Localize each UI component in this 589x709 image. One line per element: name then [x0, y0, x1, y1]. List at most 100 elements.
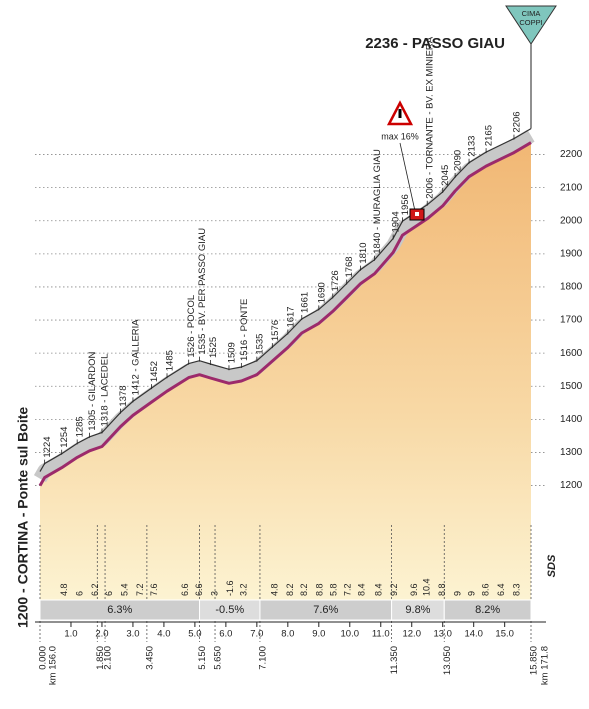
- segment-gradient: 5.8: [329, 583, 339, 596]
- point-label: 1904: [391, 211, 402, 232]
- profile-line: [38, 141, 532, 487]
- segment-gradient: 3: [209, 591, 219, 596]
- segment-gradient: 8.8: [315, 583, 325, 596]
- chart-layer: 1200 1300 1400 1500 1600 1700 1800 1900 2000 2100…: [33, 36, 583, 685]
- segment-gradient: 8.8: [437, 583, 447, 596]
- logo: SDS: [546, 554, 558, 577]
- x-tick-label: 8.0: [281, 629, 294, 640]
- y-tick-label: 1300: [560, 447, 583, 458]
- segment-gradient: 7.2: [343, 583, 353, 596]
- x-tick-label: 12.0: [402, 629, 421, 640]
- point-label: 1412 - GALLERIA: [130, 319, 141, 396]
- section-band: [443, 599, 532, 621]
- section-gradient: 9.8%: [405, 604, 430, 616]
- point-label: 1810: [358, 243, 369, 264]
- y-tick-label: 1800: [560, 282, 583, 293]
- x-tick-label: 1.0: [64, 629, 77, 640]
- start-km-label: km 156.0: [48, 646, 59, 685]
- x-tick-label: 9.0: [312, 629, 325, 640]
- end-km-label: km 171.8: [540, 646, 551, 685]
- chart-title: 2236 - PASSO GIAU: [365, 35, 505, 52]
- segment-gradient: 8.4: [373, 583, 383, 596]
- x-tick-label: 4.0: [157, 629, 170, 640]
- segment-gradient: 8.3: [511, 583, 521, 596]
- point-label: 1726: [330, 270, 341, 291]
- section-gradient: 8.2%: [475, 604, 500, 616]
- point-label: 1318 - LACEDEL: [99, 354, 110, 427]
- point-label: 1526 - POCOL: [186, 295, 197, 358]
- x-tick-label: 11.0: [372, 629, 390, 640]
- segment-gradient: 6: [104, 591, 114, 596]
- segment-gradient: 10.4: [422, 578, 432, 596]
- y-tick-label: 2100: [560, 182, 583, 193]
- segment-gradient: 8.6: [480, 583, 490, 596]
- point-label: 1378: [118, 385, 129, 406]
- x-tick-label: 2.0: [95, 629, 108, 640]
- y-tick-label: 1400: [560, 414, 583, 425]
- y-tick-label: 2200: [560, 149, 583, 160]
- segment-gradient: 6: [75, 591, 85, 596]
- point-label: 1956: [400, 194, 411, 215]
- badge-line: COPPI: [519, 18, 542, 27]
- segment-gradient: 9.6: [409, 583, 419, 596]
- segment-gradient: 5.4: [119, 583, 129, 596]
- point-label: 1690: [316, 282, 327, 303]
- point-label: 1617: [285, 306, 296, 327]
- point-label: 2165: [484, 125, 495, 146]
- warning-mark: [398, 109, 402, 118]
- segment-gradient: 9: [452, 591, 462, 596]
- km-mark-label: 11.350: [389, 646, 400, 674]
- point-label: 1525: [208, 337, 219, 358]
- x-tick-label: 13.0: [433, 629, 452, 640]
- segment-gradient: 4.8: [59, 583, 69, 596]
- y-tick-label: 1700: [560, 315, 583, 326]
- section-gradient: 6.3%: [107, 604, 132, 616]
- point-label: 2090: [453, 150, 464, 171]
- x-tick-label: 6.0: [219, 629, 232, 640]
- segment-gradient: 9.2: [389, 583, 399, 596]
- point-label: 1576: [270, 320, 281, 341]
- y-tick-label: 1900: [560, 248, 583, 259]
- x-tick-label: 10.0: [341, 629, 360, 640]
- x-tick-label: 14.0: [464, 629, 483, 640]
- point-label: 1254: [59, 427, 70, 448]
- start-label: 1200 - CORTINA - Ponte sul Boite: [15, 407, 31, 628]
- profile-band: [33, 129, 535, 483]
- max-gradient-marker-inner: [415, 212, 419, 216]
- point-label: 1485: [165, 350, 176, 371]
- km-mark-label: 5.150: [197, 646, 208, 670]
- x-tick-label: 3.0: [126, 629, 139, 640]
- point-label: 1840 - MURAGLIA GIAU: [372, 149, 383, 254]
- point-label: 1305 - GILARDON: [87, 351, 98, 430]
- point-label: 2045: [440, 165, 451, 186]
- segment-gradient: 8.4: [356, 583, 366, 596]
- y-tick-label: 1600: [560, 348, 583, 359]
- point-label: 1516 - PONTE: [239, 299, 250, 361]
- point-label: 2006 - TORNANTE - BV. EX MINIERA: [425, 36, 436, 199]
- point-label: 1285: [75, 416, 86, 437]
- km-mark-label: 13.050: [442, 646, 453, 675]
- segment-gradient: 8.2: [285, 583, 295, 596]
- segment-gradient: 6.6: [194, 583, 204, 596]
- point-label: 1509: [226, 342, 237, 363]
- section-gradient: -0.5%: [215, 604, 244, 616]
- y-tick-label: 2000: [560, 215, 583, 226]
- km-mark-label: 2.100: [103, 646, 114, 670]
- km-mark-label: 1.850: [95, 646, 106, 670]
- point-label: 1535: [254, 334, 265, 355]
- segment-gradient: 7.2: [135, 583, 145, 596]
- segment-gradient: -1.6: [225, 580, 235, 596]
- segment-gradient: 6.4: [496, 583, 506, 596]
- km-mark-label: 15.850: [529, 646, 540, 675]
- x-tick-label: 7.0: [250, 629, 263, 640]
- badge-line: CIMA: [522, 9, 541, 18]
- segment-gradient: 4.8: [270, 583, 280, 596]
- segment-gradient: 8.2: [299, 583, 309, 596]
- profile-area: [40, 142, 531, 600]
- point-label: 2133: [467, 136, 478, 157]
- point-label: 1535 - BV. PER PASSO GIAU: [197, 228, 208, 355]
- section-gradient: 7.6%: [313, 604, 338, 616]
- x-tick-label: 5.0: [188, 629, 201, 640]
- segment-gradient: 3.2: [239, 583, 249, 596]
- max-gradient-annotation: max 16%: [381, 131, 419, 141]
